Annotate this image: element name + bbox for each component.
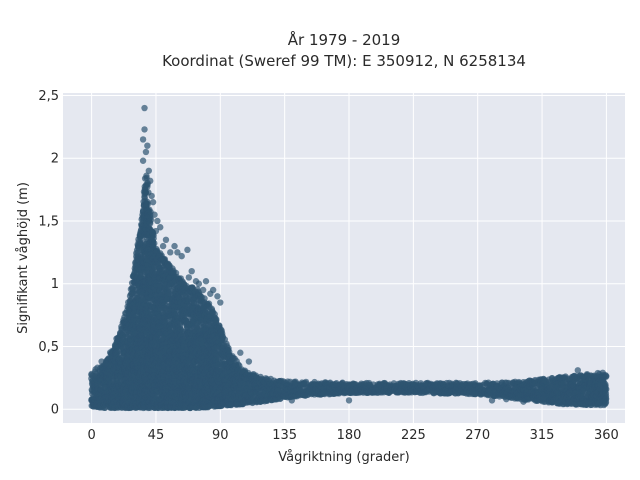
chart-title: År 1979 - 2019 [288,30,401,49]
data-point [151,240,158,247]
data-point [150,235,157,242]
data-points [88,104,610,412]
data-point [144,200,152,208]
data-point [147,216,155,224]
gridlines [63,93,625,423]
data-point [213,316,220,323]
data-point [144,183,151,190]
chart-subtitle: Koordinat (Sweref 99 TM): E 350912, N 62… [162,52,526,70]
data-point [201,295,208,302]
